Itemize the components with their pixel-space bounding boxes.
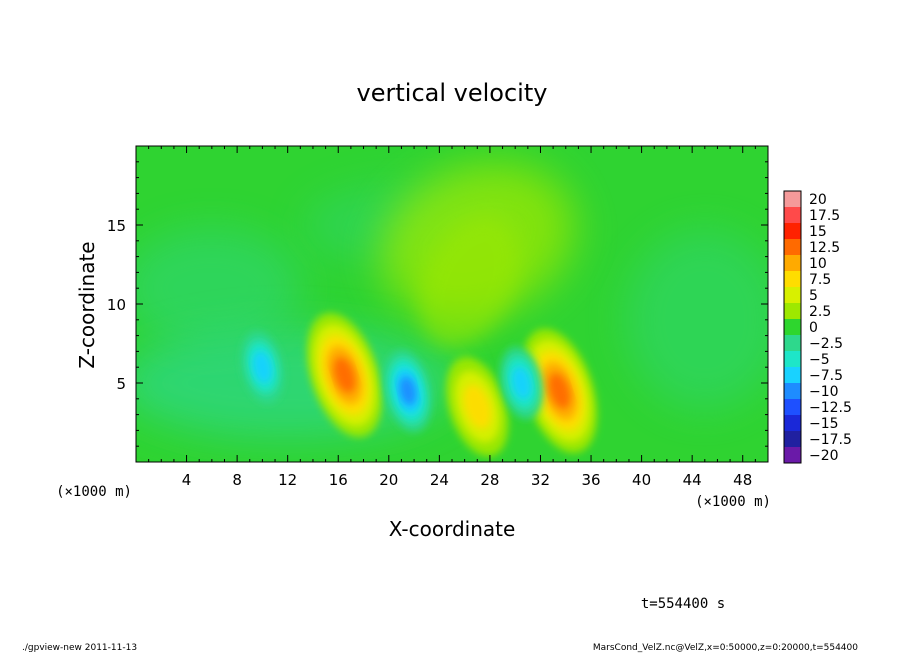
colorbar-label: −12.5 [809,400,852,416]
colorbar-swatch [784,319,801,336]
footer-right-text: MarsCond_VelZ.nc@VelZ,x=0:50000,z=0:2000… [592,643,858,653]
x-tick-label: 4 [182,471,192,489]
colorbar-label: 2.5 [809,304,831,320]
colorbar-swatch [784,255,801,272]
colorbar-swatch [784,207,801,224]
colorbar-label: −17.5 [809,432,852,448]
heatmap-plot-area [136,146,768,462]
colorbar-label: −20 [809,448,839,464]
colorbar-swatch [784,383,801,400]
y-tick-label: 10 [107,296,126,314]
downdraft-cell [399,376,417,406]
x-tick-label: 12 [278,471,297,489]
downdraft-cell [252,351,273,384]
x-axis-unit-left: (×1000 m) [56,484,132,500]
colorbar-label: −10 [809,384,839,400]
x-tick-label: 8 [232,471,242,489]
colorbar-label: −7.5 [809,368,843,384]
updraft-cell [463,384,492,429]
colorbar-swatch [784,287,801,304]
colorbar-swatch [784,271,801,288]
x-tick-label: 48 [733,471,752,489]
colorbar-label: 20 [809,192,827,208]
colorbar-label: 10 [809,256,827,272]
x-tick-label: 32 [531,471,550,489]
x-tick-label: 20 [379,471,398,489]
colorbar-swatch [784,351,801,368]
x-axis-label: X-coordinate [389,517,516,541]
heatmap-field [136,162,768,457]
colorbar-label: 5 [809,288,818,304]
updraft-cell [548,373,571,409]
heatmap-region [624,229,768,410]
colorbar-swatch [784,303,801,320]
colorbar-frame [783,190,802,464]
x-axis-unit-right: (×1000 m) [695,494,771,510]
chart-title: vertical velocity [357,79,548,107]
colorbar-swatch [784,447,801,464]
colorbar-label: −5 [809,352,830,368]
colorbar-swatch [784,335,801,352]
colorbar-swatch [784,223,801,240]
colorbar-label: 12.5 [809,240,840,256]
colorbar-swatch [784,431,801,448]
x-tick-label: 28 [480,471,499,489]
weak-updraft-cell [419,215,520,348]
y-axis-label: Z-coordinate [75,241,99,368]
colorbar-label: 0 [809,320,818,336]
heatmap-region [136,228,302,349]
colorbar-label: −2.5 [809,336,843,352]
colorbar-swatch [784,191,801,208]
y-tick-label: 5 [116,375,126,393]
x-tick-label: 24 [430,471,449,489]
y-axis: 5 10 15 [107,161,768,447]
colorbar-label: −15 [809,416,839,432]
x-tick-label: 16 [329,471,348,489]
footer-left-text: ./gpview-new 2011-11-13 [22,643,138,653]
colorbar: 2017.51512.5107.552.50−2.5−5−7.5−10−12.5… [783,190,852,464]
x-tick-label: 36 [581,471,600,489]
x-tick-label: 40 [632,471,651,489]
y-tick-label: 15 [107,217,126,235]
x-axis: 4 8 12 16 20 24 28 32 36 40 44 48 [148,146,756,489]
colorbar-label: 15 [809,224,827,240]
colorbar-swatch [784,399,801,416]
colorbar-swatch [784,239,801,256]
colorbar-label: 17.5 [809,208,840,224]
downdraft-cell [511,366,532,400]
time-annotation: t=554400 s [641,596,725,612]
x-tick-label: 44 [683,471,702,489]
colorbar-label: 7.5 [809,272,831,288]
updraft-cell [333,357,356,393]
colorbar-swatch [784,415,801,432]
colorbar-swatch [784,367,801,384]
